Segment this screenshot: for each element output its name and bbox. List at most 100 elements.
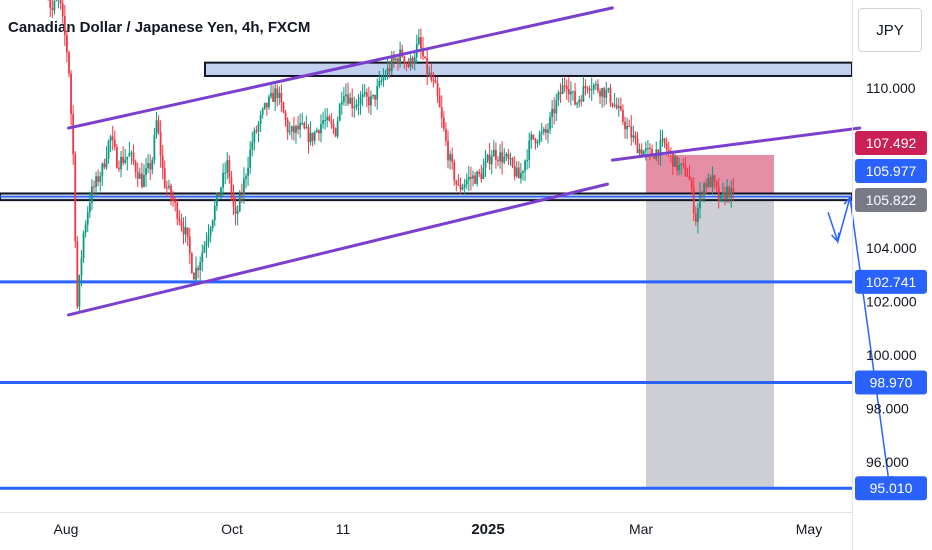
candle-body: [501, 152, 504, 163]
candle-body: [374, 94, 377, 100]
candle-body: [382, 77, 385, 81]
candle-body: [303, 123, 306, 129]
candle-body: [586, 87, 589, 89]
candle-body: [719, 195, 722, 201]
candle-body: [420, 37, 422, 49]
candle-body: [417, 37, 420, 44]
candle-body: [184, 227, 187, 235]
candle-body: [497, 159, 499, 162]
candle-body: [492, 149, 495, 157]
candle-body: [324, 119, 327, 121]
candle-body: [51, 7, 54, 11]
candle-body: [207, 235, 210, 242]
candle-body: [495, 149, 497, 160]
candle-body: [561, 85, 564, 95]
candle-body: [388, 67, 391, 72]
candle-body: [392, 57, 395, 61]
candle-body: [299, 123, 302, 130]
candle-body: [457, 184, 460, 186]
candle-body: [428, 72, 431, 75]
candle-body: [532, 134, 535, 139]
candle-body: [563, 85, 566, 87]
candle-body: [526, 160, 529, 162]
candle-body: [61, 3, 64, 16]
candle-body: [461, 187, 464, 190]
candle-body: [132, 152, 135, 163]
candle-body: [580, 99, 583, 102]
candle-body: [174, 200, 177, 203]
candle-body: [228, 160, 231, 178]
candle-body: [263, 102, 266, 109]
candle-body: [88, 202, 91, 213]
candle-body: [717, 186, 720, 201]
candle-body: [715, 181, 718, 187]
candle-body: [186, 227, 189, 237]
candle-body: [440, 107, 443, 118]
candle-body: [721, 192, 724, 196]
candle-body: [422, 48, 424, 57]
candle-body: [288, 131, 291, 133]
candle-body: [507, 153, 510, 160]
time-tick-label: 11: [336, 521, 351, 537]
candle-body: [297, 125, 299, 130]
candle-body: [601, 88, 604, 97]
candle-body: [209, 228, 212, 236]
candle-body: [692, 187, 695, 214]
candle-body: [170, 185, 172, 198]
arrow-head-dip: [830, 232, 840, 244]
candle-body: [447, 140, 449, 161]
candle-body: [565, 85, 568, 89]
currency-button[interactable]: JPY: [858, 8, 922, 52]
candle-body: [353, 106, 356, 109]
candle-body: [530, 134, 533, 141]
candle-body: [320, 124, 322, 134]
candle-body: [347, 94, 349, 104]
candle-body: [290, 126, 293, 132]
candle-body: [409, 58, 412, 67]
candle-body: [178, 218, 181, 222]
candle-body: [293, 126, 295, 133]
candle-body: [93, 186, 95, 188]
candle-body: [553, 108, 556, 114]
candle-body: [172, 197, 175, 201]
candle-body: [295, 125, 297, 133]
candle-body: [274, 88, 277, 102]
candle-body: [265, 102, 268, 108]
candle-body: [634, 135, 637, 139]
candle-body: [268, 96, 270, 108]
candle-body: [151, 159, 154, 170]
candle-body: [667, 149, 670, 152]
candle-body: [130, 152, 133, 154]
candle-body: [576, 102, 579, 105]
candle-body: [340, 101, 343, 105]
candle-body: [105, 158, 108, 168]
candle-body: [95, 176, 97, 188]
candle-body: [168, 185, 170, 188]
candle-body: [49, 0, 52, 8]
candle-body: [588, 88, 591, 91]
candle-body: [68, 52, 70, 74]
candle-body: [424, 56, 426, 59]
candle-body: [455, 180, 458, 185]
candle-body: [165, 187, 168, 189]
candle-body: [480, 173, 483, 179]
candle-body: [317, 130, 320, 134]
channel-lower-line: [67, 182, 609, 317]
candle-body: [628, 125, 631, 127]
candle-body: [311, 132, 314, 141]
candle-body: [549, 116, 551, 130]
candle-body: [680, 163, 683, 165]
candle-body: [534, 138, 537, 144]
candle-body: [638, 149, 641, 154]
candle-body: [103, 163, 106, 168]
candle-body: [386, 67, 389, 77]
candle-body: [384, 76, 387, 78]
candle-body: [603, 88, 606, 98]
candle-body: [359, 97, 362, 105]
candle-body: [482, 167, 485, 179]
candle-body: [70, 73, 72, 115]
candle-body: [557, 92, 560, 101]
candle-body: [351, 97, 354, 109]
candle-body: [355, 104, 358, 107]
